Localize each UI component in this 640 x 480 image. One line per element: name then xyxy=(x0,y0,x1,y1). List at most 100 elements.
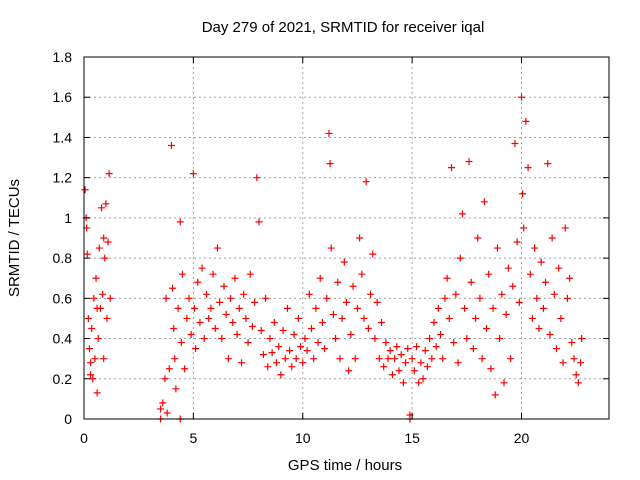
data-point xyxy=(511,139,519,147)
data-point xyxy=(528,314,536,322)
data-point xyxy=(268,349,276,357)
y-tick-label: 0.6 xyxy=(53,290,73,306)
data-point xyxy=(574,379,582,387)
data-point xyxy=(224,355,232,363)
data-point xyxy=(502,310,510,318)
data-point xyxy=(233,331,241,339)
data-point xyxy=(240,290,248,298)
data-point xyxy=(474,234,482,242)
data-point xyxy=(465,158,473,166)
data-point xyxy=(316,274,324,282)
data-point xyxy=(104,238,112,246)
data-point xyxy=(87,371,95,379)
data-point xyxy=(266,335,274,343)
data-point xyxy=(88,325,96,332)
data-point xyxy=(157,405,165,413)
data-point xyxy=(358,270,366,278)
data-point xyxy=(577,359,585,367)
data-point xyxy=(388,371,396,379)
data-point xyxy=(312,304,320,312)
data-point xyxy=(559,359,567,367)
data-point xyxy=(526,270,534,278)
data-point xyxy=(504,264,512,272)
data-point xyxy=(169,284,177,292)
data-point xyxy=(393,343,401,351)
data-point xyxy=(496,335,504,343)
data-point xyxy=(509,282,517,290)
data-point xyxy=(257,327,265,335)
data-point xyxy=(404,345,412,353)
data-point xyxy=(519,190,527,198)
data-point xyxy=(461,304,469,312)
data-point xyxy=(259,351,267,359)
data-point xyxy=(281,355,289,363)
data-point xyxy=(163,409,171,417)
data-point xyxy=(362,178,370,186)
data-point xyxy=(432,343,440,351)
data-point xyxy=(273,359,280,367)
data-point xyxy=(524,164,532,172)
data-point xyxy=(301,335,309,343)
data-point xyxy=(187,331,195,339)
data-point xyxy=(101,254,109,262)
data-point xyxy=(373,298,381,306)
y-axis-ticks: 0 0.2 0.4 0.6 0.8 1 1.2 1.4 1.6 1.8 xyxy=(53,49,609,427)
data-point xyxy=(308,325,315,332)
x-tick-label: 0 xyxy=(80,430,88,446)
data-point xyxy=(345,367,353,375)
data-point xyxy=(183,314,191,322)
data-point xyxy=(310,355,318,363)
data-point xyxy=(277,371,285,379)
data-point xyxy=(213,244,221,252)
data-point xyxy=(270,318,278,326)
data-point xyxy=(423,363,431,371)
data-point xyxy=(162,294,170,302)
data-point xyxy=(314,339,322,347)
data-point xyxy=(439,355,447,363)
data-point xyxy=(469,345,477,353)
data-point xyxy=(244,339,252,347)
data-point xyxy=(533,294,541,302)
data-points xyxy=(81,93,586,423)
data-point xyxy=(235,304,243,312)
data-point xyxy=(89,375,97,383)
data-point xyxy=(454,359,462,367)
grid xyxy=(84,57,609,419)
data-point xyxy=(327,244,335,252)
data-point xyxy=(91,355,99,363)
y-tick-label: 1 xyxy=(64,210,72,226)
data-point xyxy=(421,347,429,355)
data-point xyxy=(325,129,333,137)
data-point xyxy=(349,282,357,290)
data-point xyxy=(286,347,294,355)
data-point xyxy=(369,250,377,258)
data-point xyxy=(391,355,399,363)
data-point xyxy=(248,322,256,330)
data-point xyxy=(336,355,344,363)
data-point xyxy=(253,174,261,182)
y-axis-label: SRMTID / TECUs xyxy=(6,179,23,297)
data-point xyxy=(467,278,475,286)
y-tick-label: 1.2 xyxy=(53,170,73,186)
data-point xyxy=(99,290,107,298)
data-point xyxy=(168,141,175,149)
data-point xyxy=(371,335,379,343)
data-point xyxy=(83,250,91,258)
data-point xyxy=(303,347,311,355)
data-point xyxy=(450,339,458,347)
data-point xyxy=(231,274,239,282)
data-point xyxy=(93,389,101,397)
data-point xyxy=(334,278,342,286)
data-point xyxy=(93,304,101,312)
data-point xyxy=(364,325,372,332)
data-point xyxy=(568,339,576,347)
data-point xyxy=(360,314,368,322)
data-point xyxy=(428,355,436,363)
data-point xyxy=(456,254,464,262)
data-point xyxy=(159,399,167,407)
data-point xyxy=(515,298,523,306)
data-point xyxy=(192,345,200,353)
x-tick-label: 15 xyxy=(404,430,420,446)
data-point xyxy=(426,335,434,343)
data-point xyxy=(209,270,217,278)
